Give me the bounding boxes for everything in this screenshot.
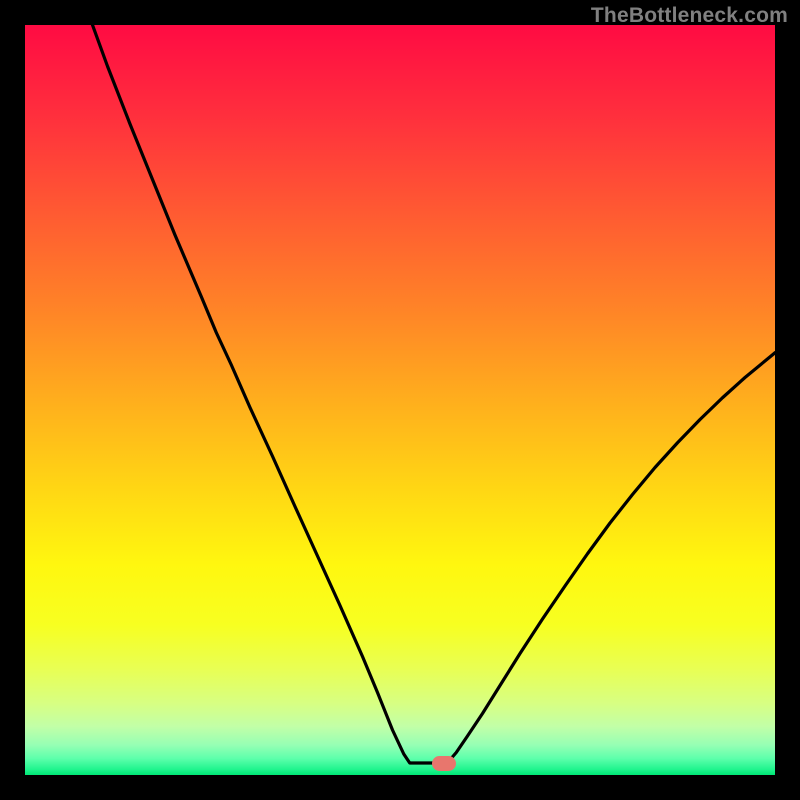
optimal-marker [432, 756, 456, 771]
bottleneck-curve [25, 25, 775, 775]
chart-frame: TheBottleneck.com [0, 0, 800, 800]
plot-area [25, 25, 775, 775]
